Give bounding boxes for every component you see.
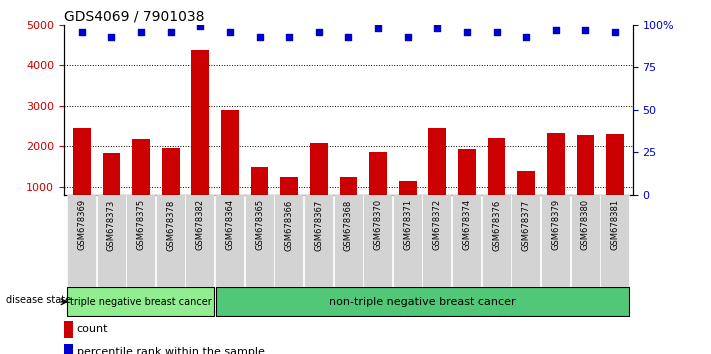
Bar <box>64 344 73 354</box>
Text: triple negative breast cancer: triple negative breast cancer <box>70 297 212 307</box>
FancyBboxPatch shape <box>215 195 244 287</box>
Point <box>579 27 591 33</box>
FancyBboxPatch shape <box>333 195 363 287</box>
Bar <box>399 181 417 227</box>
Point <box>520 34 532 40</box>
FancyBboxPatch shape <box>127 195 155 287</box>
Text: GSM678374: GSM678374 <box>462 199 471 250</box>
Point <box>461 29 473 34</box>
Text: GSM678372: GSM678372 <box>433 199 442 250</box>
Point <box>76 29 87 34</box>
Text: GSM678381: GSM678381 <box>611 199 619 250</box>
Text: GSM678382: GSM678382 <box>196 199 205 250</box>
FancyBboxPatch shape <box>600 195 629 287</box>
Bar <box>280 177 298 227</box>
Bar <box>64 321 73 338</box>
Bar <box>488 138 506 227</box>
Text: count: count <box>77 324 108 334</box>
Text: GSM678367: GSM678367 <box>314 199 324 251</box>
Text: GSM678377: GSM678377 <box>522 199 530 251</box>
Text: GSM678364: GSM678364 <box>225 199 235 250</box>
Point <box>195 24 206 29</box>
Bar <box>191 50 209 227</box>
Text: GSM678375: GSM678375 <box>137 199 146 250</box>
Point <box>402 34 413 40</box>
Point <box>343 34 354 40</box>
Bar <box>577 135 594 227</box>
Point <box>373 25 384 31</box>
Bar <box>458 149 476 227</box>
Text: GSM678373: GSM678373 <box>107 199 116 251</box>
Text: non-triple negative breast cancer: non-triple negative breast cancer <box>329 297 515 307</box>
FancyBboxPatch shape <box>363 195 392 287</box>
Bar <box>606 133 624 227</box>
Text: GSM678366: GSM678366 <box>284 199 294 251</box>
FancyBboxPatch shape <box>67 195 96 287</box>
Text: GSM678378: GSM678378 <box>166 199 175 251</box>
Point <box>135 29 146 34</box>
Bar <box>73 128 90 227</box>
FancyBboxPatch shape <box>186 195 215 287</box>
FancyBboxPatch shape <box>392 195 422 287</box>
Text: GSM678368: GSM678368 <box>344 199 353 251</box>
Point <box>609 29 621 34</box>
Bar <box>339 177 357 227</box>
Bar <box>221 110 239 227</box>
Bar <box>310 143 328 227</box>
Point <box>165 29 176 34</box>
FancyBboxPatch shape <box>245 195 274 287</box>
FancyBboxPatch shape <box>215 287 629 316</box>
Point <box>224 29 235 34</box>
FancyBboxPatch shape <box>570 195 599 287</box>
Bar <box>132 139 150 227</box>
FancyBboxPatch shape <box>422 195 451 287</box>
Point <box>432 25 443 31</box>
Point <box>550 27 562 33</box>
Text: disease state: disease state <box>6 295 71 305</box>
Text: GSM678365: GSM678365 <box>255 199 264 250</box>
Bar <box>547 133 565 227</box>
Text: GSM678371: GSM678371 <box>403 199 412 250</box>
FancyBboxPatch shape <box>481 195 510 287</box>
Point <box>313 29 324 34</box>
Bar <box>428 128 447 227</box>
Bar <box>102 153 120 227</box>
Text: GSM678380: GSM678380 <box>581 199 590 250</box>
Text: GSM678370: GSM678370 <box>373 199 383 250</box>
FancyBboxPatch shape <box>541 195 570 287</box>
FancyBboxPatch shape <box>67 287 215 316</box>
Text: GSM678369: GSM678369 <box>77 199 86 250</box>
Text: GSM678376: GSM678376 <box>492 199 501 251</box>
FancyBboxPatch shape <box>511 195 540 287</box>
FancyBboxPatch shape <box>304 195 333 287</box>
FancyBboxPatch shape <box>156 195 185 287</box>
Point <box>284 34 295 40</box>
FancyBboxPatch shape <box>452 195 481 287</box>
Bar <box>517 171 535 227</box>
FancyBboxPatch shape <box>97 195 126 287</box>
Point <box>106 34 117 40</box>
Text: GDS4069 / 7901038: GDS4069 / 7901038 <box>64 10 205 24</box>
Point <box>254 34 265 40</box>
Bar <box>369 152 387 227</box>
FancyBboxPatch shape <box>274 195 304 287</box>
Point <box>491 29 502 34</box>
Bar <box>250 167 268 227</box>
Bar <box>162 148 179 227</box>
Text: percentile rank within the sample: percentile rank within the sample <box>77 347 264 354</box>
Text: GSM678379: GSM678379 <box>551 199 560 250</box>
